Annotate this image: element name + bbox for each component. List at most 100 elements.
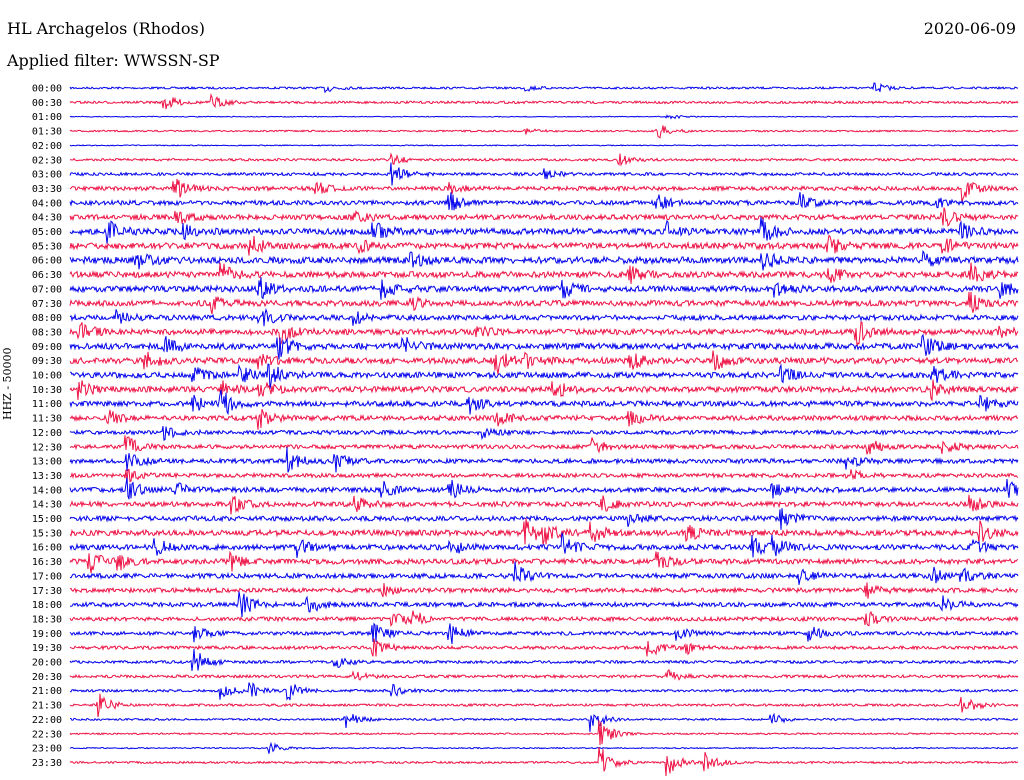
trace-1230 [69,435,1019,455]
station-title: HL Archagelos (Rhodos) [7,19,205,38]
row-label: 19:30 [32,643,62,654]
row-label: 18:30 [32,614,62,625]
trace-2130 [69,693,1019,718]
trace-1030 [69,379,1019,402]
trace-0400 [69,192,1019,211]
trace-1130 [69,408,1019,430]
trace-0930 [69,350,1019,375]
row-label: 20:00 [32,658,62,669]
trace-0300 [69,162,1019,186]
row-label: 07:30 [32,299,62,310]
row-label: 12:30 [32,442,62,453]
row-label: 03:00 [32,170,62,181]
row-label: 05:30 [32,241,62,252]
trace-0130 [69,125,1019,139]
trace-1600 [69,532,1019,558]
row-label: 13:00 [32,457,62,468]
row-label: 10:00 [32,371,62,382]
trace-2330 [69,746,1019,777]
row-label: 00:00 [32,84,62,95]
row-label: 21:30 [32,701,62,712]
trace-0700 [69,277,1019,300]
row-label: 04:00 [32,198,62,209]
trace-1100 [69,389,1019,416]
trace-0030 [69,93,1019,110]
row-label: 15:00 [32,514,62,525]
row-label: 04:30 [32,213,62,224]
trace-1930 [69,638,1018,657]
row-label: 11:30 [32,414,62,425]
trace-2300 [69,741,1019,754]
row-label: 09:30 [32,356,62,367]
row-label: 21:00 [32,686,62,697]
row-label: 12:00 [32,428,62,439]
filter-label: Applied filter: WWSSN-SP [7,51,220,70]
trace-0630 [69,262,1019,284]
row-label: 08:00 [32,313,62,324]
row-label: 03:30 [32,184,62,195]
trace-0000 [69,82,1019,94]
trace-1630 [69,550,1019,574]
trace-1830 [69,610,1019,627]
row-label: 01:00 [32,112,62,123]
row-label: 06:00 [32,256,62,267]
trace-1800 [70,591,1019,618]
trace-1000 [70,363,1019,390]
trace-2000 [69,648,1019,672]
trace-0830 [69,321,1019,347]
row-label: 22:00 [32,715,62,726]
trace-0430 [69,207,1019,227]
trace-1700 [69,561,1019,585]
row-label: 07:00 [32,284,62,295]
row-label: 01:30 [32,127,62,138]
row-label: 23:00 [32,744,62,755]
row-label: 02:00 [32,141,62,152]
row-label: 13:30 [32,471,62,482]
trace-0730 [69,291,1019,315]
row-label: 17:00 [32,571,62,582]
row-label: 23:30 [32,758,62,769]
trace-1530 [69,518,1019,545]
row-label: 19:00 [32,629,62,640]
row-label: 05:00 [32,227,62,238]
trace-0100 [69,114,1019,120]
trace-0800 [69,307,1019,327]
row-label: 16:30 [32,557,62,568]
row-label: 22:30 [32,729,62,740]
trace-1730 [69,582,1019,599]
trace-1900 [69,622,1019,645]
row-label: 08:30 [32,327,62,338]
row-label: 11:00 [32,399,62,410]
row-label: 20:30 [32,672,62,683]
trace-1400 [69,477,1019,500]
row-label: 15:30 [32,528,62,539]
trace-1330 [69,468,1019,483]
row-label: 14:30 [32,500,62,511]
date-label: 2020-06-09 [923,19,1016,38]
row-label: 17:30 [32,586,62,597]
row-label: 14:00 [32,485,62,496]
row-label: 06:30 [32,270,62,281]
trace-0900 [69,333,1019,360]
trace-1430 [69,494,1019,515]
row-label: 02:30 [32,155,62,166]
row-label: 18:00 [32,600,62,611]
row-label: 10:30 [32,385,62,396]
trace-0200 [69,144,1019,147]
trace-2030 [69,669,1019,681]
trace-0600 [69,249,1019,271]
trace-2200 [70,712,1019,732]
row-label: 09:00 [32,342,62,353]
trace-2100 [69,682,1019,701]
trace-0500 [69,217,1019,244]
trace-0230 [69,152,1018,167]
row-label: 00:30 [32,98,62,109]
row-label: 16:00 [32,543,62,554]
trace-1200 [69,426,1019,442]
trace-1500 [69,508,1019,530]
trace-0330 [69,178,1019,204]
trace-0530 [69,234,1019,256]
trace-2230 [69,720,1019,746]
trace-1300 [69,447,1019,473]
